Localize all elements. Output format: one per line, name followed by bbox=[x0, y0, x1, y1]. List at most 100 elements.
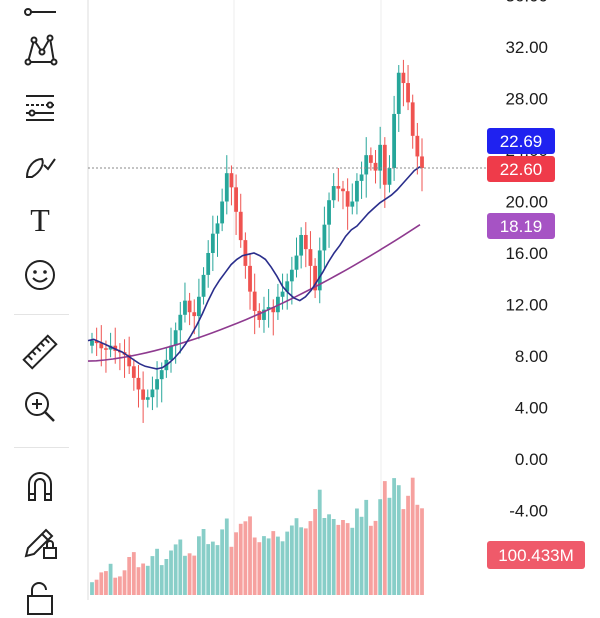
volume-bar bbox=[262, 536, 266, 595]
candle-body[interactable] bbox=[206, 253, 211, 275]
tool-magnet[interactable] bbox=[17, 466, 63, 506]
tool-ruler[interactable] bbox=[17, 332, 63, 372]
magnet-icon bbox=[28, 472, 52, 501]
volume-bar bbox=[141, 563, 146, 595]
candle-body[interactable] bbox=[271, 307, 276, 313]
candle-body[interactable] bbox=[341, 188, 345, 192]
candle-body[interactable] bbox=[410, 102, 415, 136]
tool-pattern[interactable] bbox=[17, 30, 63, 70]
volume-bar bbox=[210, 541, 215, 595]
candle-body[interactable] bbox=[215, 223, 220, 234]
tool-zoom[interactable] bbox=[17, 387, 63, 427]
volume-bar bbox=[127, 557, 132, 595]
candle-body[interactable] bbox=[336, 186, 341, 189]
candle-body[interactable] bbox=[220, 201, 225, 224]
candle-body[interactable] bbox=[99, 343, 104, 349]
candle-body[interactable] bbox=[285, 281, 290, 292]
candle-body[interactable] bbox=[313, 265, 317, 291]
candle-body[interactable] bbox=[234, 187, 238, 212]
candle-body[interactable] bbox=[229, 173, 234, 188]
candlesticks[interactable] bbox=[90, 59, 424, 423]
volume-bar bbox=[396, 485, 401, 595]
candle-body[interactable] bbox=[187, 300, 192, 313]
candle-body[interactable] bbox=[257, 310, 262, 320]
tool-lock-drawings[interactable] bbox=[17, 522, 63, 562]
candle-body[interactable] bbox=[350, 201, 355, 207]
tool-text[interactable]: T bbox=[17, 199, 63, 239]
candle-body[interactable] bbox=[136, 377, 141, 390]
candle-body[interactable] bbox=[90, 340, 94, 346]
candle-body[interactable] bbox=[378, 144, 383, 171]
candle-body[interactable] bbox=[355, 180, 359, 202]
candle-body[interactable] bbox=[238, 211, 243, 241]
candle-body[interactable] bbox=[104, 348, 108, 350]
candle-body[interactable] bbox=[192, 312, 197, 317]
price-axis-label: 16.00 bbox=[505, 244, 548, 263]
candle-body[interactable] bbox=[406, 83, 410, 103]
candle-body[interactable] bbox=[382, 144, 387, 185]
candle-body[interactable] bbox=[145, 397, 150, 400]
candle-body[interactable] bbox=[396, 72, 401, 114]
candle-body[interactable] bbox=[420, 156, 424, 169]
candle-body[interactable] bbox=[155, 379, 159, 390]
candle-body[interactable] bbox=[308, 249, 313, 266]
volume-bar bbox=[266, 538, 271, 595]
candle-body[interactable] bbox=[322, 224, 327, 251]
candle-body[interactable] bbox=[368, 155, 373, 163]
pencil-lock-icon bbox=[24, 528, 57, 559]
tool-emoji[interactable] bbox=[17, 255, 63, 295]
candle-body[interactable] bbox=[294, 255, 299, 270]
candle-body[interactable] bbox=[373, 162, 378, 171]
candle-body[interactable] bbox=[317, 250, 322, 291]
candle-body[interactable] bbox=[303, 234, 308, 250]
candle-body[interactable] bbox=[415, 135, 420, 157]
candle-body[interactable] bbox=[252, 291, 257, 311]
candle-body[interactable] bbox=[359, 174, 364, 181]
tool-fib[interactable] bbox=[17, 87, 63, 127]
volume-bar bbox=[150, 556, 155, 595]
fib-retracement-icon bbox=[26, 95, 54, 121]
candle-body[interactable] bbox=[224, 173, 229, 202]
tool-lock[interactable] bbox=[17, 578, 63, 618]
candle-body[interactable] bbox=[210, 233, 215, 253]
volume-bar bbox=[280, 541, 285, 595]
candle-body[interactable] bbox=[173, 330, 178, 346]
price-axis[interactable]: 36.0032.0028.0024.0020.0016.0012.008.004… bbox=[505, 0, 548, 572]
candle-body[interactable] bbox=[248, 265, 252, 292]
candle-body[interactable] bbox=[131, 366, 136, 378]
candle-body[interactable] bbox=[401, 72, 406, 84]
candle-body[interactable] bbox=[243, 240, 248, 266]
candle-body[interactable] bbox=[169, 345, 173, 360]
candle-body[interactable] bbox=[127, 354, 132, 367]
candle-body[interactable] bbox=[387, 168, 392, 185]
candle-body[interactable] bbox=[327, 200, 331, 225]
tool-trend-line[interactable] bbox=[17, 0, 63, 28]
candle-body[interactable] bbox=[94, 340, 99, 344]
volume-bar bbox=[303, 528, 308, 595]
candle-body[interactable] bbox=[159, 370, 164, 380]
candle-body[interactable] bbox=[201, 274, 206, 297]
text-tool-icon: T bbox=[30, 202, 50, 238]
candle-body[interactable] bbox=[299, 234, 304, 256]
volume-bar bbox=[234, 532, 238, 595]
candle-body[interactable] bbox=[280, 291, 285, 297]
candle-body[interactable] bbox=[262, 309, 266, 320]
chart-canvas[interactable]: 36.0032.0028.0024.0020.0016.0012.008.004… bbox=[0, 0, 600, 600]
pattern-xabcd-icon bbox=[24, 34, 58, 66]
moving-average-slow bbox=[87, 224, 421, 362]
candle-body[interactable] bbox=[345, 191, 350, 207]
candle-body[interactable] bbox=[392, 113, 397, 169]
candle-body[interactable] bbox=[178, 314, 183, 331]
candle-body[interactable] bbox=[364, 155, 369, 175]
candle-body[interactable] bbox=[141, 389, 146, 400]
candle-body[interactable] bbox=[183, 300, 187, 315]
tool-brush[interactable] bbox=[17, 145, 63, 185]
candle-body[interactable] bbox=[331, 186, 336, 201]
volume-bar bbox=[206, 544, 211, 595]
candle-body[interactable] bbox=[197, 296, 201, 317]
candle-body[interactable] bbox=[289, 269, 294, 282]
volume-bar bbox=[368, 525, 373, 595]
candle-body[interactable] bbox=[150, 389, 155, 398]
volume-bar bbox=[252, 537, 257, 595]
candle-body[interactable] bbox=[266, 307, 271, 310]
